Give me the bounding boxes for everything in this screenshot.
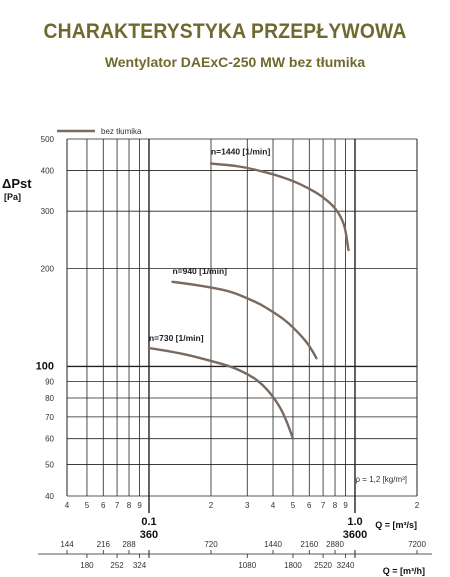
m3h-tick-label-lower: 1800: [284, 561, 302, 570]
x-tick-label: 7: [321, 501, 326, 510]
y-axis-title: ΔPst: [2, 176, 32, 191]
y-tick-label: 80: [45, 394, 54, 403]
x-tick-label: 9: [137, 501, 142, 510]
chart-curves: [147, 162, 350, 440]
x-major-tick-label-m3h: 3600: [343, 529, 367, 541]
m3h-tick-label-upper: 2160: [300, 540, 318, 549]
m3h-tick-label-lower: 1080: [238, 561, 256, 570]
m3h-tick-label-upper: 720: [204, 540, 218, 549]
x-tick-label: 5: [291, 501, 296, 510]
y-tick-label: 500: [41, 135, 55, 144]
y-tick-label: 300: [41, 207, 55, 216]
m3h-tick-label-lower: 252: [110, 561, 124, 570]
y-tick-label: 100: [36, 360, 54, 372]
y-tick-label: 400: [41, 167, 55, 176]
y-tick-label: 70: [45, 413, 54, 422]
m3h-tick-label-upper: 7200: [408, 540, 426, 549]
curve-label: n=940 [1/min]: [172, 266, 227, 276]
x-major-tick-label: 1.0: [347, 516, 362, 528]
chart-grid: [38, 138, 432, 558]
x-tick-label: 9: [343, 501, 348, 510]
density-annotation: ρ = 1,2 [kg/m³]: [356, 475, 407, 484]
x-axis-title: Q = [m³/s]: [375, 520, 417, 530]
x-tick-label: 7: [115, 501, 120, 510]
m3h-tick-label-lower: 3240: [337, 561, 355, 570]
m3h-tick-label-upper: 2880: [326, 540, 344, 549]
x-tick-label: 4: [271, 501, 276, 510]
m3h-tick-label-upper: 216: [97, 540, 111, 549]
x-tick-label: 6: [307, 501, 312, 510]
curve-label: n=730 [1/min]: [149, 333, 204, 343]
x-tick-label: 4: [65, 501, 70, 510]
curve-n=940: [171, 280, 318, 360]
x-major-tick-label: 0.1: [141, 516, 156, 528]
x-tick-label: 8: [333, 501, 338, 510]
page-subtitle: Wentylator DAExC-250 MW bez tłumika: [104, 54, 366, 70]
x-tick-label: 6: [101, 501, 106, 510]
x-tick-label: 8: [127, 501, 132, 510]
x-axis-title-m3h: Q = [m³/h]: [383, 566, 425, 576]
legend-label: bez tłumika: [101, 127, 142, 136]
y-tick-label: 40: [45, 492, 54, 501]
x-tick-label: 2: [209, 501, 214, 510]
m3h-tick-label-upper: 1440: [264, 540, 282, 549]
y-axis-unit: [Pa]: [4, 192, 21, 202]
curve-n=730: [147, 346, 295, 440]
y-tick-label: 90: [45, 377, 54, 386]
m3h-tick-label-lower: 180: [80, 561, 94, 570]
x-tick-label: 2: [415, 501, 420, 510]
y-tick-label: 200: [41, 265, 55, 274]
x-tick-label: 5: [85, 501, 90, 510]
m3h-tick-label-upper: 144: [60, 540, 74, 549]
m3h-tick-label-upper: 288: [122, 540, 136, 549]
curve-label: n=1440 [1/min]: [211, 147, 270, 157]
x-tick-label: 3: [245, 501, 250, 510]
m3h-tick-label-lower: 2520: [314, 561, 332, 570]
y-tick-label: 50: [45, 460, 54, 469]
m3h-tick-label-lower: 324: [133, 561, 147, 570]
curve-n=1440: [209, 162, 350, 252]
y-tick-label: 60: [45, 435, 54, 444]
x-major-tick-label-m3h: 360: [140, 529, 158, 541]
page-title: CHARAKTERYSTYKA PRZEPŁYWOWA: [43, 20, 407, 43]
